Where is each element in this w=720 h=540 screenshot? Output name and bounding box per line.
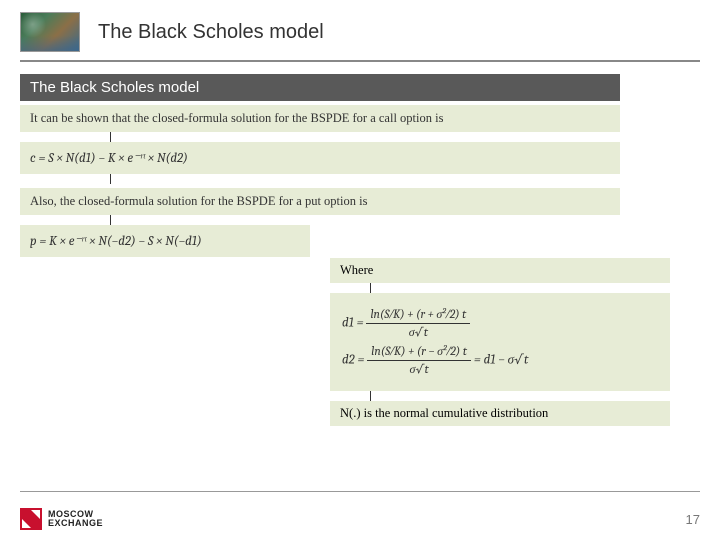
page-title: The Black Scholes model	[98, 21, 324, 44]
page-number: 17	[686, 512, 700, 527]
d2-denominator: σ√t	[367, 361, 471, 377]
intro-put-text: Also, the closed-formula solution for th…	[20, 188, 620, 215]
normal-dist-note: N(.) is the normal cumulative distributi…	[330, 401, 670, 426]
d1-d2-formula: d1 = ln(S⁄K) + (r + σ²⁄2) t σ√t d2 = ln(…	[330, 293, 670, 391]
logo-line2: EXCHANGE	[48, 519, 103, 528]
call-formula: c = S × N(d1) − K × e⁻ʳᵗ × N(d2)	[20, 142, 620, 174]
connector-line	[370, 391, 670, 401]
section-header: The Black Scholes model	[20, 74, 620, 101]
intro-call-text: It can be shown that the closed-formula …	[20, 105, 620, 132]
slide-footer: MOSCOW EXCHANGE 17	[20, 508, 700, 530]
d2-numerator: ln(S⁄K) + (r − σ²⁄2) t	[367, 344, 471, 361]
d1-fraction: ln(S⁄K) + (r + σ²⁄2) t σ√t	[366, 307, 470, 340]
connector-line	[370, 283, 670, 293]
d1-lhs: d1 =	[342, 316, 364, 331]
connector-line	[110, 215, 720, 225]
d2-line: d2 = ln(S⁄K) + (r − σ²⁄2) t σ√t = d1 − σ…	[342, 344, 658, 377]
d1-denominator: σ√t	[366, 324, 470, 340]
footer-divider	[20, 491, 700, 492]
moscow-exchange-logo: MOSCOW EXCHANGE	[20, 508, 103, 530]
slide-header: The Black Scholes model	[0, 0, 720, 52]
logo-text: MOSCOW EXCHANGE	[48, 510, 103, 529]
d2-tail: = d1 − σ√t	[474, 353, 529, 368]
connector-line	[110, 174, 720, 184]
d1-line: d1 = ln(S⁄K) + (r + σ²⁄2) t σ√t	[342, 307, 658, 340]
logo-mark-icon	[20, 508, 42, 530]
connector-line	[110, 132, 720, 142]
put-formula: p = K × e⁻ʳᵗ × N(−d2) − S × N(−d1)	[20, 225, 310, 257]
d2-lhs: d2 =	[342, 353, 364, 368]
where-label: Where	[330, 258, 670, 283]
d2-fraction: ln(S⁄K) + (r − σ²⁄2) t σ√t	[367, 344, 471, 377]
where-panel: Where d1 = ln(S⁄K) + (r + σ²⁄2) t σ√t d2…	[330, 258, 670, 426]
d1-numerator: ln(S⁄K) + (r + σ²⁄2) t	[366, 307, 470, 324]
header-divider	[20, 60, 700, 62]
header-thumbnail	[20, 12, 80, 52]
